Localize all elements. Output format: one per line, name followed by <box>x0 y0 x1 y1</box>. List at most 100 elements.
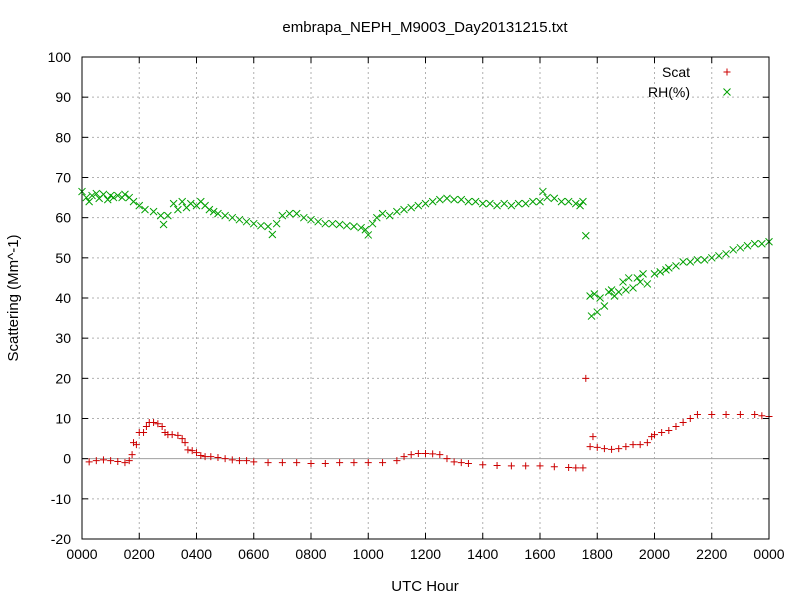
rh-point <box>593 308 602 316</box>
x-tick-label: 0000 <box>66 546 97 562</box>
rh-point <box>268 230 277 239</box>
scat-point <box>336 459 344 467</box>
rh-point <box>221 211 229 220</box>
chart-title: embrapa_NEPH_M9003_Day20131215.txt <box>282 19 568 36</box>
scat-point <box>128 451 136 459</box>
scat-point <box>92 457 100 465</box>
rh-point <box>428 197 437 206</box>
scat-point <box>629 441 637 449</box>
series-scat <box>85 374 773 472</box>
scat-point <box>608 445 616 453</box>
rh-point <box>335 220 344 229</box>
rh-point <box>629 284 637 292</box>
rh-point <box>407 203 416 212</box>
scat-point <box>99 456 107 464</box>
rh-point <box>368 219 377 228</box>
rh-point <box>235 215 244 224</box>
legend: Scat RH(%) <box>648 64 731 100</box>
rh-point <box>342 221 351 230</box>
rh-point <box>414 201 423 210</box>
rh-point <box>539 187 547 196</box>
rh-point <box>693 255 702 264</box>
rh-point <box>214 209 222 218</box>
rh-point <box>579 197 587 206</box>
x-tick-label: 1200 <box>410 546 441 562</box>
rh-point <box>521 199 530 208</box>
rh-point <box>85 197 94 206</box>
rh-point <box>557 197 566 206</box>
rh-point <box>464 197 473 206</box>
scat-point <box>643 439 651 447</box>
scat-point <box>221 455 229 463</box>
scat-point <box>379 459 387 467</box>
scat-point <box>450 458 458 466</box>
rh-point <box>450 195 458 204</box>
scat-point <box>168 431 176 439</box>
legend-label: RH(%) <box>648 84 690 100</box>
scat-point <box>85 458 93 466</box>
x-tick-label: 2200 <box>696 546 727 562</box>
rh-point <box>121 190 129 199</box>
rh-point <box>528 197 537 206</box>
scat-point <box>758 412 766 420</box>
scat-point <box>736 410 744 418</box>
scat-point <box>125 457 133 465</box>
scat-point <box>184 446 192 454</box>
scat-point <box>235 457 243 465</box>
y-tick-label: 60 <box>55 210 71 226</box>
rh-point <box>587 312 596 320</box>
legend-marker <box>723 68 731 76</box>
rh-point <box>400 205 408 214</box>
rh-point <box>149 207 158 216</box>
scat-point <box>132 441 140 449</box>
series-rh <box>78 187 773 320</box>
scat-point <box>507 462 515 470</box>
scat-point <box>589 433 597 441</box>
rh-point <box>729 245 738 254</box>
y-tick-label: 0 <box>63 451 71 467</box>
rh-point <box>514 199 523 208</box>
rh-point <box>500 199 509 208</box>
rh-point <box>82 193 91 202</box>
axis-ticks: -20 -10 0 10 20 30 40 50 60 70 80 90 100 0000 0200 0400… <box>48 49 785 562</box>
rh-point <box>156 211 165 220</box>
rh-point <box>486 199 494 208</box>
rh-point <box>292 209 301 218</box>
rh-point <box>174 205 182 214</box>
x-tick-label: 1800 <box>582 546 613 562</box>
rh-point <box>679 257 687 266</box>
plot-border <box>81 56 770 540</box>
rh-point <box>257 221 265 230</box>
scat-point <box>364 459 372 467</box>
scat-point <box>550 463 558 471</box>
rh-point <box>457 195 466 204</box>
rh-point <box>209 207 218 216</box>
x-tick-label: 1000 <box>353 546 384 562</box>
x-tick-label: 0400 <box>181 546 212 562</box>
rh-point <box>113 191 122 200</box>
scat-point <box>622 443 630 451</box>
rh-point <box>135 201 144 210</box>
scat-point <box>457 459 465 467</box>
scat-point <box>278 459 286 467</box>
rh-point <box>478 199 487 208</box>
grid <box>82 57 769 539</box>
scat-point <box>536 462 544 470</box>
scat-point <box>479 461 487 469</box>
rh-point <box>672 262 680 270</box>
rh-point <box>596 294 604 302</box>
scat-point <box>615 445 623 453</box>
rh-point <box>242 217 251 226</box>
rh-point <box>722 249 730 258</box>
scat-point <box>679 419 687 427</box>
rh-point <box>249 219 258 228</box>
scat-point <box>107 457 115 465</box>
scat-point <box>121 459 129 467</box>
y-tick-label: 90 <box>55 89 71 105</box>
y-tick-label: 40 <box>55 290 71 306</box>
rh-point <box>600 302 609 310</box>
scat-point <box>307 459 315 467</box>
rh-point <box>350 222 358 231</box>
scat-point <box>522 462 530 470</box>
scat-point <box>178 435 186 443</box>
